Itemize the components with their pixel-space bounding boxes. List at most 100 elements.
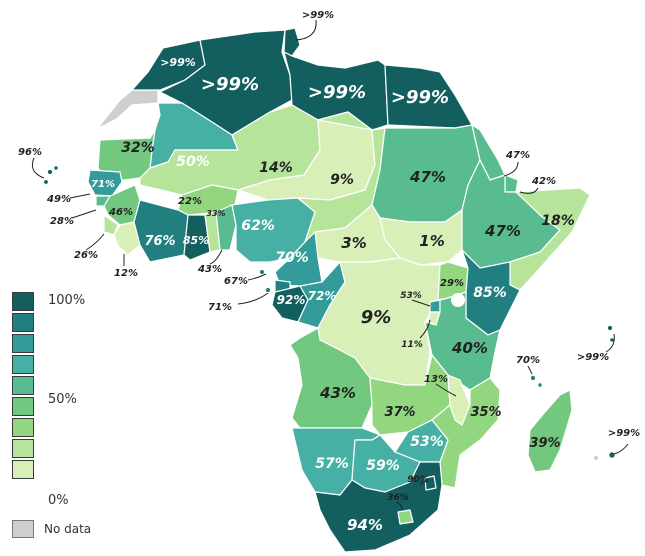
label-guinea-bissau: 49%	[46, 194, 71, 205]
sao-tome-island	[265, 287, 271, 293]
label-kenya: 85%	[473, 285, 507, 301]
label-chad: 47%	[409, 168, 446, 186]
legend-swatch	[12, 292, 34, 311]
label-senegal: 32%	[121, 140, 155, 156]
region-benin	[215, 204, 237, 251]
leader-tunisia	[295, 19, 317, 41]
label-ethiopia: 47%	[484, 222, 521, 240]
label-south-sudan: 1%	[419, 232, 444, 250]
label-sao-tome: 71%	[208, 302, 232, 313]
legend-swatch	[12, 397, 34, 416]
label-niger: 9%	[330, 172, 354, 188]
label-zambia: 37%	[384, 405, 415, 420]
label-mali: 14%	[259, 160, 293, 176]
leader-cape-verde	[31, 157, 45, 179]
legend-swatch	[12, 439, 34, 458]
legend-scale	[12, 292, 132, 479]
cape-verde-islands-2	[43, 179, 49, 185]
leader-comoros	[527, 365, 533, 375]
label-ghana: 85%	[183, 234, 209, 247]
label-somalia: 18%	[541, 213, 575, 229]
region-cote-divoire	[133, 199, 189, 263]
label-algeria: >99%	[201, 74, 259, 95]
leader-eritrea	[503, 161, 519, 177]
label-drc: 9%	[361, 307, 392, 328]
region-egypt	[384, 64, 473, 129]
region-ghana	[183, 214, 211, 261]
leader-guinea	[71, 209, 97, 219]
legend-label-top: 100%	[48, 293, 86, 308]
label-sierra-leone: 26%	[74, 250, 98, 261]
leader-burundi	[419, 319, 431, 339]
cape-verde-islands	[47, 169, 53, 175]
label-malawi: 13%	[424, 374, 448, 385]
seychelles-islands-2	[609, 337, 615, 343]
legend: 100% 50% 0% No data	[12, 292, 132, 538]
label-tanzania: 40%	[451, 339, 488, 357]
label-rwanda: 53%	[400, 291, 422, 301]
reunion-island	[593, 455, 599, 461]
label-gabon: 92%	[277, 293, 306, 307]
legend-swatch	[12, 376, 34, 395]
label-morocco: >99%	[160, 56, 196, 69]
label-angola: 43%	[319, 384, 356, 402]
region-western-sahara	[97, 89, 159, 129]
region-rwanda	[429, 299, 441, 313]
legend-swatch	[12, 460, 34, 479]
label-uganda: 29%	[440, 278, 464, 289]
equatorial-guinea-island	[259, 269, 265, 275]
leader-sao-tome	[237, 292, 269, 305]
label-botswana: 59%	[366, 458, 400, 474]
label-burkina-faso: 22%	[178, 196, 202, 207]
comoros-islands-2	[537, 382, 543, 388]
legend-no-data-label: No data	[44, 522, 92, 536]
region-tunisia	[283, 27, 301, 57]
leader-rwanda	[411, 299, 431, 307]
label-zimbabwe: 53%	[410, 434, 444, 450]
leader-eq-guinea	[247, 273, 267, 281]
label-guinea-detail: 46%	[108, 207, 133, 218]
label-mauritania: 50%	[176, 154, 210, 170]
mauritius-island	[608, 451, 616, 459]
legend-no-data-swatch	[12, 520, 34, 538]
label-congo: 72%	[308, 289, 337, 303]
label-benin: 43%	[197, 264, 222, 275]
leader-eswatini	[419, 479, 429, 485]
label-libya: >99%	[308, 82, 366, 103]
legend-no-data: No data	[12, 520, 91, 538]
legend-swatch	[12, 355, 34, 374]
legend-swatch	[12, 313, 34, 332]
leader-lesotho	[395, 501, 403, 511]
label-burundi: 11%	[401, 340, 423, 350]
label-car: 3%	[341, 234, 366, 252]
label-eswatini: 90%	[407, 475, 429, 485]
comoros-islands	[530, 375, 536, 381]
label-cameroon: 70%	[275, 250, 309, 266]
region-madagascar	[527, 389, 573, 473]
label-mauritius: >99%	[608, 428, 640, 439]
label-eritrea: 47%	[505, 150, 530, 161]
region-lesotho	[397, 509, 414, 525]
leader-mauritius	[613, 443, 629, 455]
label-gambia: 71%	[91, 179, 115, 190]
label-tunisia: >99%	[302, 10, 334, 21]
seychelles-islands	[607, 325, 613, 331]
cape-verde-islands-3	[53, 165, 59, 171]
label-south-africa: 94%	[347, 516, 383, 534]
label-egypt: >99%	[391, 87, 449, 108]
label-madagascar: 39%	[529, 436, 560, 451]
label-cape-verde: 96%	[18, 147, 42, 158]
legend-swatch	[12, 418, 34, 437]
label-nigeria: 62%	[241, 218, 275, 234]
lake-victoria	[451, 293, 465, 307]
legend-swatch	[12, 334, 34, 353]
leader-benin	[209, 249, 223, 265]
label-equatorial-guinea: 67%	[224, 276, 248, 287]
region-south-africa	[314, 461, 443, 553]
label-djibouti: 42%	[531, 176, 556, 187]
label-togo: 33%	[206, 209, 225, 218]
label-mozambique: 35%	[470, 405, 501, 420]
region-djibouti	[504, 174, 519, 193]
leader-guinea-bissau	[69, 193, 91, 199]
